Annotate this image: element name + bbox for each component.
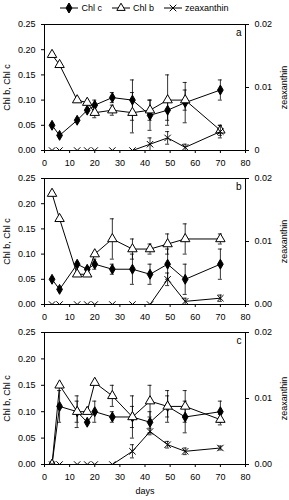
svg-text:0.05: 0.05 <box>18 274 36 284</box>
svg-text:30: 30 <box>115 158 125 168</box>
svg-text:Chl b, Chl c: Chl b, Chl c <box>2 375 12 422</box>
svg-text:30: 30 <box>115 472 125 482</box>
svg-text:0.20: 0.20 <box>18 354 36 364</box>
svg-text:40: 40 <box>140 472 150 482</box>
svg-text:0.05: 0.05 <box>18 120 36 130</box>
svg-text:zeaxanthin: zeaxanthin <box>279 377 289 421</box>
svg-text:50: 50 <box>165 158 175 168</box>
svg-text:80: 80 <box>240 312 250 322</box>
svg-text:zeaxanthin: zeaxanthin <box>279 220 289 264</box>
svg-text:10: 10 <box>65 312 75 322</box>
svg-text:0.00: 0.00 <box>255 299 273 309</box>
svg-text:0.10: 0.10 <box>18 95 36 105</box>
svg-text:0.02: 0.02 <box>255 173 273 183</box>
html-text:Chl b: Chl b <box>133 3 154 13</box>
svg-text:0.00: 0.00 <box>18 145 36 155</box>
svg-text:0.20: 0.20 <box>18 45 36 55</box>
svg-text:0.02: 0.02 <box>255 19 273 29</box>
svg-text:0.00: 0.00 <box>18 459 36 469</box>
svg-text:70: 70 <box>215 312 225 322</box>
html-text:zeaxanthin: zeaxanthin <box>185 3 229 13</box>
svg-text:30: 30 <box>115 312 125 322</box>
svg-text:0.15: 0.15 <box>18 70 36 80</box>
svg-text:20: 20 <box>90 472 100 482</box>
svg-text:80: 80 <box>240 158 250 168</box>
svg-text:0: 0 <box>255 145 260 155</box>
svg-text:b: b <box>236 181 242 192</box>
svg-text:0.25: 0.25 <box>18 19 36 29</box>
svg-text:40: 40 <box>140 158 150 168</box>
svg-text:0.25: 0.25 <box>18 173 36 183</box>
svg-text:0.25: 0.25 <box>18 327 36 337</box>
svg-text:0.10: 0.10 <box>18 407 36 417</box>
svg-text:a: a <box>236 27 242 38</box>
svg-text:50: 50 <box>165 312 175 322</box>
svg-text:20: 20 <box>90 158 100 168</box>
svg-text:0.10: 0.10 <box>18 249 36 259</box>
svg-text:60: 60 <box>190 472 200 482</box>
svg-text:60: 60 <box>190 312 200 322</box>
svg-text:10: 10 <box>65 158 75 168</box>
svg-text:10: 10 <box>65 472 75 482</box>
svg-text:60: 60 <box>190 158 200 168</box>
svg-text:0.01: 0.01 <box>255 393 273 403</box>
svg-text:0: 0 <box>42 312 47 322</box>
svg-text:0.00: 0.00 <box>18 299 36 309</box>
html-text:Chl c: Chl c <box>81 3 102 13</box>
svg-text:0.02: 0.02 <box>255 327 273 337</box>
svg-text:Chl b, Chl c: Chl b, Chl c <box>2 218 12 265</box>
svg-text:zeaxanthin: zeaxanthin <box>279 66 289 110</box>
svg-text:0: 0 <box>42 158 47 168</box>
svg-text:50: 50 <box>165 472 175 482</box>
svg-text:0.01: 0.01 <box>255 236 273 246</box>
svg-text:70: 70 <box>215 472 225 482</box>
svg-text:0.20: 0.20 <box>18 199 36 209</box>
svg-text:0.01: 0.01 <box>255 82 273 92</box>
svg-text:days: days <box>135 486 155 496</box>
svg-text:0: 0 <box>42 472 47 482</box>
svg-text:0.05: 0.05 <box>18 433 36 443</box>
svg-text:0.15: 0.15 <box>18 224 36 234</box>
svg-text:0.00: 0.00 <box>255 459 273 469</box>
svg-text:0.15: 0.15 <box>18 380 36 390</box>
svg-text:40: 40 <box>140 312 150 322</box>
svg-text:Chl b, Chl c: Chl b, Chl c <box>2 64 12 111</box>
svg-text:20: 20 <box>90 312 100 322</box>
svg-text:c: c <box>237 335 242 346</box>
svg-text:80: 80 <box>240 472 250 482</box>
svg-text:70: 70 <box>215 158 225 168</box>
